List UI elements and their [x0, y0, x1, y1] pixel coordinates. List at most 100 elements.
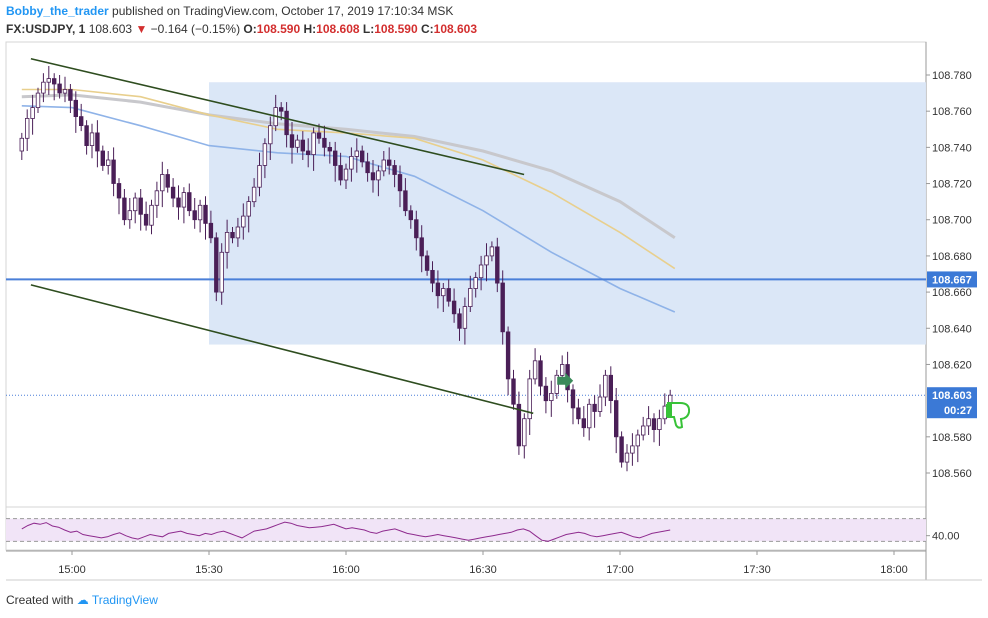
candle-body: [419, 237, 424, 257]
symbol-label: FX:USDJPY, 1: [6, 22, 86, 36]
candle-body: [397, 174, 403, 192]
candle-body: [441, 288, 446, 297]
candle-body: [208, 222, 214, 239]
candle-body: [516, 403, 522, 447]
candle-body: [219, 251, 224, 293]
x-tick-label: 16:00: [332, 564, 360, 576]
candle-body: [106, 159, 111, 166]
change-arrow-icon: ▼: [135, 22, 148, 36]
candle-body: [79, 116, 84, 126]
candle-body: [73, 99, 78, 118]
candle-body: [30, 107, 35, 119]
thumbs-down-icon: [667, 402, 691, 429]
candle-body: [311, 132, 316, 155]
candle-body: [435, 282, 441, 297]
candle-body: [154, 190, 160, 206]
candle-body: [41, 81, 46, 94]
y-tick-label: 108.580: [932, 432, 972, 444]
candle-body: [230, 231, 235, 239]
candle-body: [576, 407, 581, 420]
candle-body: [424, 255, 430, 271]
last-price: 108.603: [88, 22, 133, 36]
candle-body: [224, 231, 230, 253]
open-label: O:: [243, 22, 257, 36]
high-label: H:: [303, 22, 317, 36]
close-value: 108.603: [433, 22, 478, 36]
change-value: −0.164 (−0.15%): [150, 22, 241, 36]
y-tick-label: 108.660: [932, 287, 972, 299]
y-tick-label: 108.720: [932, 179, 972, 191]
candle-body: [143, 213, 149, 226]
candle-body: [116, 183, 122, 199]
candle-body: [89, 132, 95, 146]
y-tick-label: 108.740: [932, 142, 972, 154]
candle-body: [641, 425, 646, 436]
x-tick-label: 15:00: [58, 564, 86, 576]
candle-body: [268, 125, 273, 145]
last-price-label: 108.603: [932, 390, 972, 402]
candle-body: [295, 139, 300, 148]
candle-body: [197, 204, 203, 221]
candle-body: [149, 204, 154, 226]
candle-body: [284, 110, 289, 136]
y-tick-label: 108.780: [932, 70, 972, 82]
candle-body: [127, 210, 132, 221]
low-value: 108.590: [374, 22, 418, 36]
y-tick-label: 108.700: [932, 215, 972, 227]
candle-body: [241, 215, 246, 228]
candle-body: [543, 385, 549, 402]
price-zone: [209, 82, 926, 345]
candle-body: [246, 201, 251, 217]
published-text: published on TradingView.com, October 17…: [112, 4, 454, 18]
upper-trendline: [30, 57, 525, 176]
candle-body: [289, 134, 295, 148]
x-tick-label: 17:30: [743, 564, 771, 576]
candle-body: [570, 389, 576, 409]
candle-body: [408, 210, 413, 221]
candle-body: [35, 92, 41, 108]
x-tick-label: 16:30: [469, 564, 497, 576]
candle-body: [451, 300, 457, 315]
candle-body: [300, 139, 305, 152]
candle-body: [581, 418, 586, 429]
candle-body: [359, 150, 365, 163]
candle-body: [354, 150, 359, 157]
candle-body: [457, 313, 462, 329]
candle-body: [386, 159, 392, 166]
x-tick-label: 15:30: [195, 564, 223, 576]
candle-body: [619, 436, 624, 463]
candle-body: [132, 197, 138, 212]
candle-body: [192, 210, 197, 221]
candle-body: [657, 418, 662, 431]
candle-body: [403, 190, 408, 212]
green-arrow-icon: [557, 372, 574, 389]
candle-body: [538, 360, 543, 387]
candle-body: [430, 269, 435, 284]
x-axis: 15:00 15:30 16:00 16:30 17:00 17:30 18:00: [58, 551, 908, 576]
hline-price-label: 108.667: [932, 274, 972, 286]
y-axis: 108.780 108.760 108.740 108.720 108.700 108.6…: [926, 70, 972, 480]
candle-body: [495, 246, 500, 284]
candle-body: [100, 150, 105, 166]
candle-body: [257, 165, 262, 188]
author-name[interactable]: Bobby_the_trader: [6, 4, 109, 18]
candle-body: [511, 378, 516, 405]
candle-body: [473, 277, 478, 289]
ma-blue-line: [21, 105, 676, 313]
candle-body: [95, 132, 100, 152]
candle-body: [484, 255, 489, 266]
candle-body: [138, 197, 143, 215]
tradingview-brand[interactable]: TradingView: [91, 593, 158, 607]
candle-body: [597, 396, 603, 412]
candle-body: [322, 137, 327, 148]
open-value: 108.590: [256, 22, 301, 36]
candle-body: [170, 186, 176, 199]
lower-trendline: [30, 284, 534, 415]
created-with-text: Created with: [6, 593, 74, 607]
high-value: 108.608: [316, 22, 360, 36]
chart-header: Bobby_the_trader published on TradingVie…: [6, 4, 453, 18]
last-price-badge: [927, 387, 977, 419]
ma-gray-line: [21, 93, 676, 240]
candle-body: [165, 174, 170, 188]
